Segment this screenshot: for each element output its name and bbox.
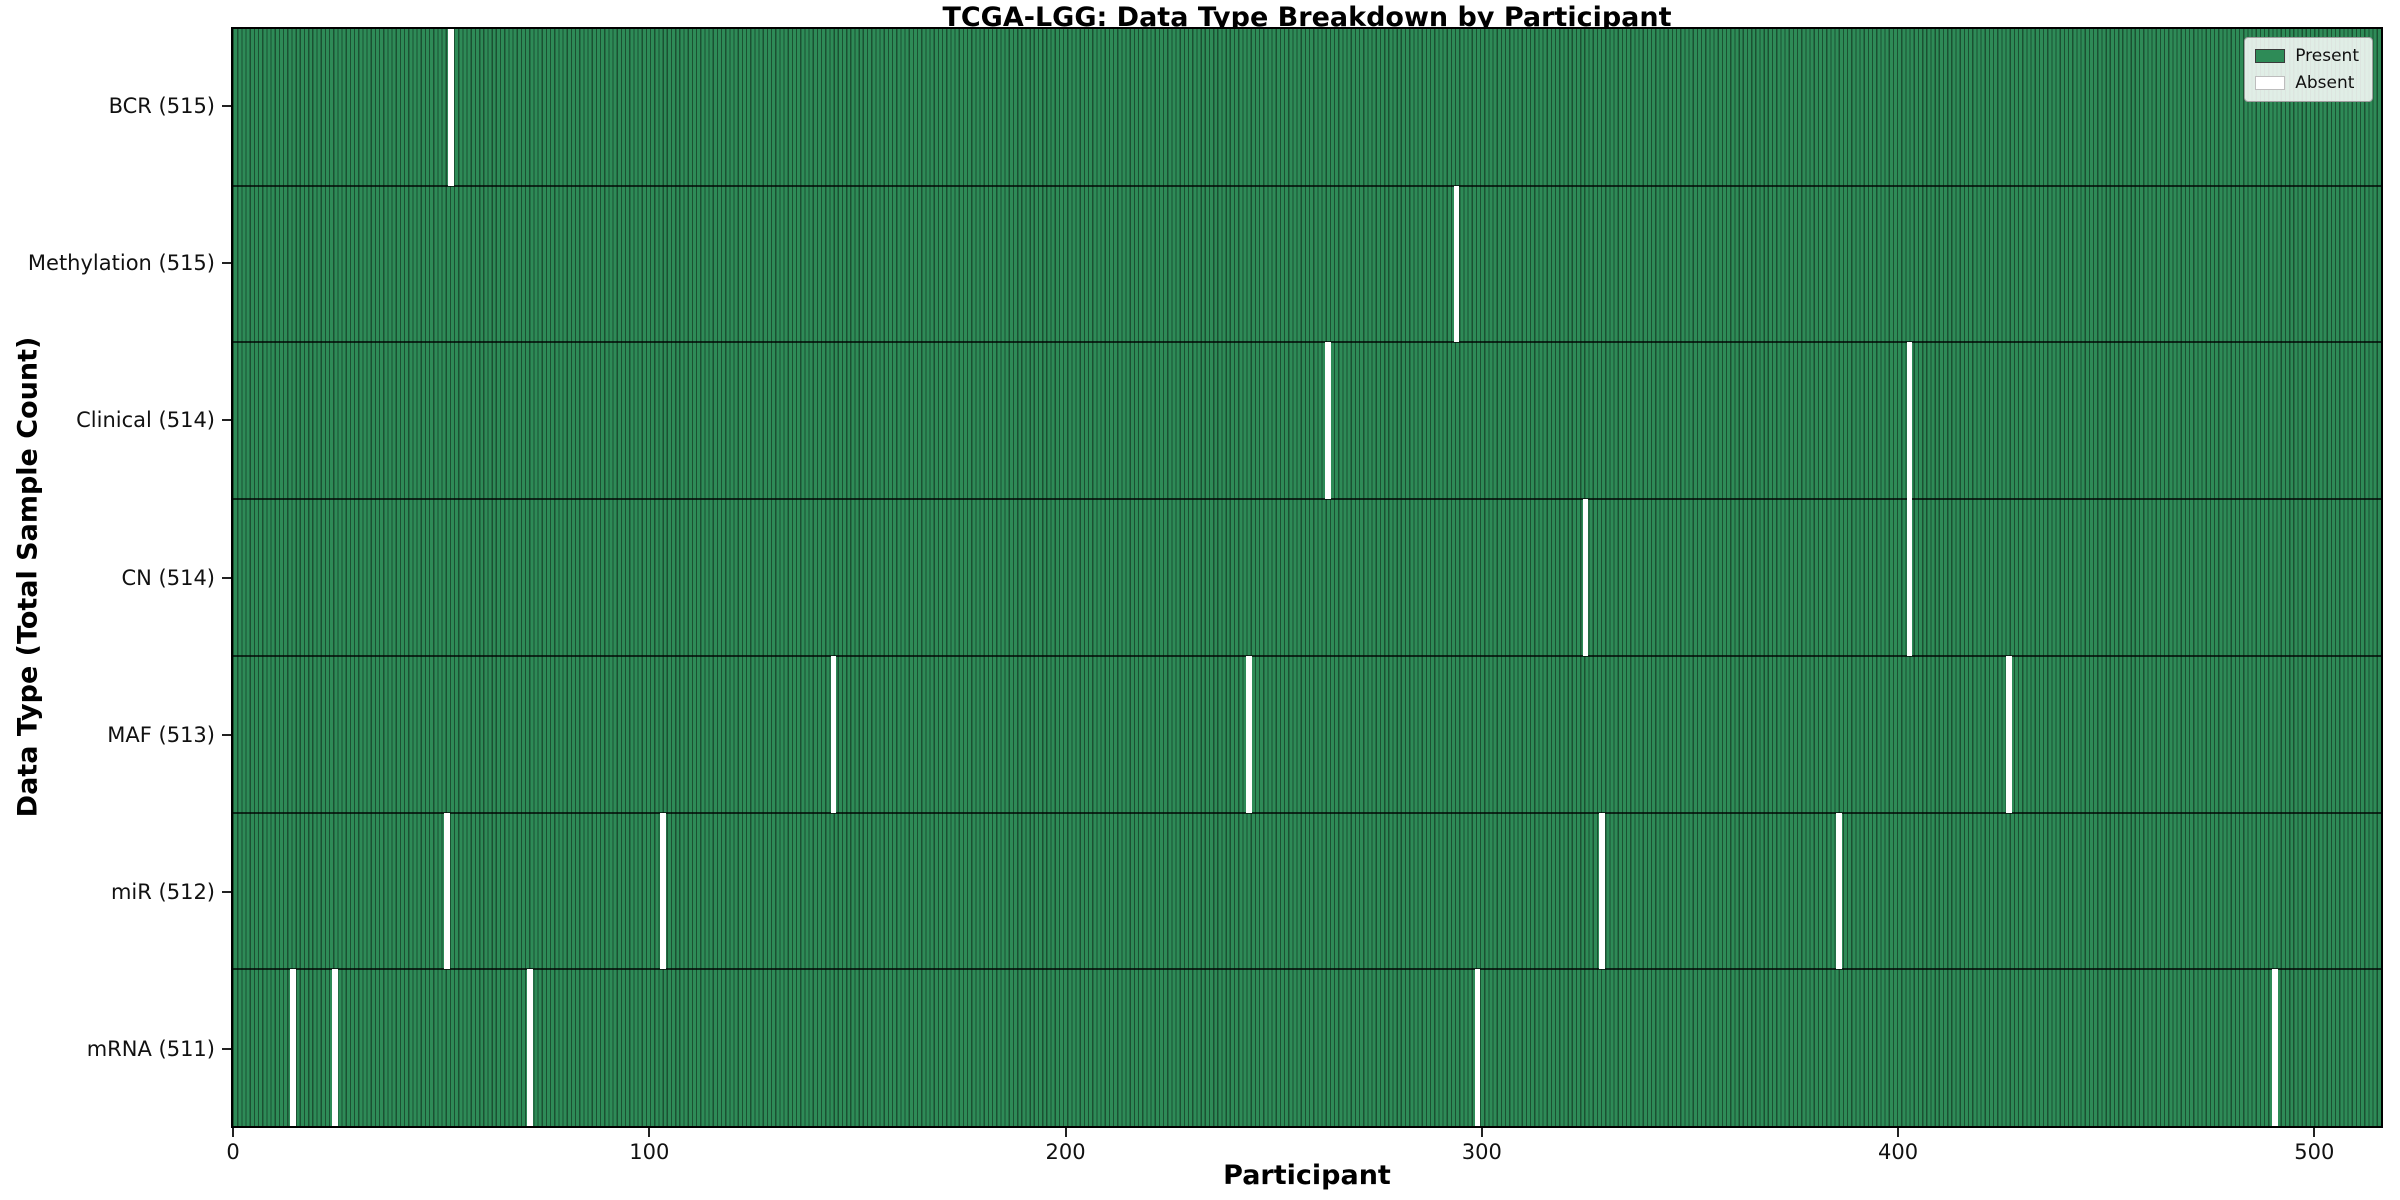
y-tick-mark: [222, 104, 231, 107]
x-tick-label: 0: [226, 1140, 240, 1164]
y-tick-mark: [222, 261, 231, 264]
x-tick-mark: [1064, 1128, 1067, 1137]
row-divider: [233, 811, 2381, 814]
absent-marker: [830, 655, 837, 813]
x-tick-label: 500: [2294, 1140, 2335, 1164]
x-tick-label: 200: [1045, 1140, 1086, 1164]
absent-marker: [660, 812, 666, 970]
y-tick-label-miR: miR (512): [110, 880, 215, 905]
absent-marker: [527, 969, 533, 1126]
y-tick-mark: [222, 576, 231, 579]
y-axis: BCR (515) Methylation (515) Clinical (514)…: [0, 27, 231, 1128]
x-axis: 0 100 200 300 400 500: [226, 1128, 2383, 1200]
row-divider: [233, 184, 2381, 187]
absent-marker: [2006, 655, 2012, 813]
absent-marker: [2272, 969, 2278, 1126]
x-tick-mark: [232, 1128, 235, 1137]
row-divider: [233, 654, 2381, 657]
data-row-miR: [233, 813, 2381, 970]
data-row-Methylation: [233, 186, 2381, 343]
row-divider: [233, 341, 2381, 344]
y-tick-mark: [222, 733, 231, 736]
absent-marker: [1325, 342, 1331, 500]
data-row-Clinical: [233, 342, 2381, 499]
data-row-BCR: [233, 29, 2381, 186]
y-tick-label-mRNA: mRNA (511): [86, 1037, 215, 1062]
x-tick-label: 300: [1461, 1140, 1502, 1164]
y-tick-mark: [222, 419, 231, 422]
absent-marker: [1474, 969, 1481, 1126]
absent-swatch-icon: [2255, 76, 2286, 90]
legend-absent-label: Absent: [2295, 73, 2355, 93]
row-divider: [233, 968, 2381, 971]
absent-marker: [1599, 812, 1605, 970]
legend-entry-absent: Absent: [2255, 73, 2359, 93]
row-divider: [233, 498, 2381, 501]
x-tick-label: 100: [629, 1140, 670, 1164]
legend-present-label: Present: [2295, 46, 2359, 66]
x-tick-mark: [1480, 1128, 1483, 1137]
data-row-CN: [233, 499, 2381, 656]
y-tick-label-BCR: BCR (515): [108, 93, 215, 118]
y-tick-label-Clinical: Clinical (514): [76, 408, 215, 433]
x-axis-title: Participant: [1223, 1160, 1391, 1191]
absent-marker: [448, 29, 454, 186]
absent-marker: [332, 969, 338, 1126]
x-tick-mark: [648, 1128, 651, 1137]
x-tick-label: 400: [1878, 1140, 1919, 1164]
absent-marker: [1453, 185, 1460, 343]
legend-entry-present: Present: [2255, 46, 2359, 66]
y-tick-label-CN: CN (514): [121, 565, 215, 590]
absent-marker: [1836, 812, 1842, 970]
x-tick-mark: [2313, 1128, 2316, 1137]
absent-marker: [1906, 342, 1913, 656]
data-row-MAF: [233, 656, 2381, 813]
absent-marker: [444, 812, 450, 970]
y-tick-mark: [222, 1048, 231, 1051]
y-tick-mark: [222, 891, 231, 894]
data-row-mRNA: [233, 969, 2381, 1126]
absent-marker: [1246, 655, 1252, 813]
absent-marker: [290, 969, 296, 1126]
present-swatch-icon: [2255, 49, 2286, 63]
plot-area: Present Absent: [231, 27, 2383, 1128]
absent-marker: [1582, 499, 1589, 656]
y-tick-label-MAF: MAF (513): [107, 722, 215, 747]
legend: Present Absent: [2244, 37, 2373, 102]
x-tick-mark: [1897, 1128, 1900, 1137]
y-tick-label-Methylation: Methylation (515): [27, 250, 215, 275]
